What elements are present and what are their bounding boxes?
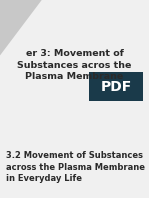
Text: PDF: PDF (101, 80, 132, 94)
FancyBboxPatch shape (89, 72, 143, 101)
Text: er 3: Movement of
Substances acros the
Plasma Membrane: er 3: Movement of Substances acros the P… (17, 50, 132, 81)
Polygon shape (0, 0, 42, 55)
Text: 3.2 Movement of Substances
across the Plasma Membrane
in Everyday Life: 3.2 Movement of Substances across the Pl… (6, 151, 145, 183)
